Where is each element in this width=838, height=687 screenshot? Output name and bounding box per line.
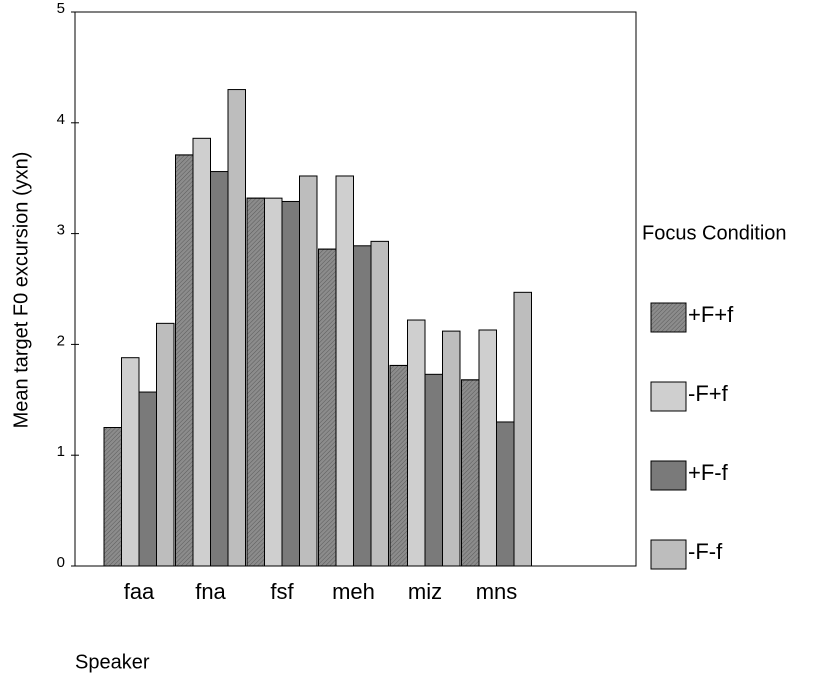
legend-hatch	[650, 302, 687, 333]
legend-swatch	[650, 381, 687, 412]
legend-label: -F-f	[688, 539, 723, 564]
bar	[478, 329, 497, 567]
y-tick-label: 0	[57, 554, 65, 571]
x-tick-label: miz	[408, 579, 442, 604]
x-tick-label: fsf	[270, 579, 294, 604]
bar	[299, 175, 318, 567]
legend-label: -F+f	[688, 381, 729, 406]
legend-label: +F-f	[688, 460, 729, 485]
legend-title: Focus Condition	[642, 222, 787, 244]
bar	[227, 89, 246, 567]
legend-swatch	[650, 460, 687, 491]
bar-hatch	[318, 248, 337, 567]
y-tick-label: 4	[57, 111, 65, 128]
bar	[281, 200, 300, 567]
y-tick-label: 5	[57, 0, 65, 17]
bar	[424, 373, 443, 567]
x-tick-label: meh	[332, 579, 375, 604]
bar	[496, 421, 515, 567]
bar-hatch	[246, 197, 265, 567]
bar	[156, 322, 175, 567]
y-tick-label: 3	[57, 222, 65, 239]
y-tick-label: 1	[57, 443, 65, 460]
bar	[121, 357, 140, 567]
y-axis-label: Mean target F0 excursion (yxn)	[10, 152, 32, 429]
x-tick-label: fna	[195, 579, 226, 604]
bar	[210, 171, 229, 567]
bar	[138, 391, 157, 567]
bar	[353, 245, 372, 567]
bar	[442, 330, 461, 567]
bar	[370, 240, 389, 567]
bar-hatch	[103, 427, 122, 567]
y-tick-label: 2	[57, 332, 65, 349]
bar	[513, 291, 532, 567]
bar-hatch	[389, 364, 408, 567]
bar	[407, 319, 426, 567]
bar	[335, 175, 354, 567]
x-tick-label: faa	[124, 579, 155, 604]
x-tick-label: mns	[476, 579, 518, 604]
legend-label: +F+f	[688, 302, 734, 327]
bar-hatch	[461, 379, 480, 567]
bar	[264, 197, 283, 567]
bar-hatch	[175, 154, 194, 567]
legend-swatch	[650, 539, 687, 570]
bar	[192, 137, 211, 567]
x-axis-label: Speaker	[75, 651, 150, 673]
